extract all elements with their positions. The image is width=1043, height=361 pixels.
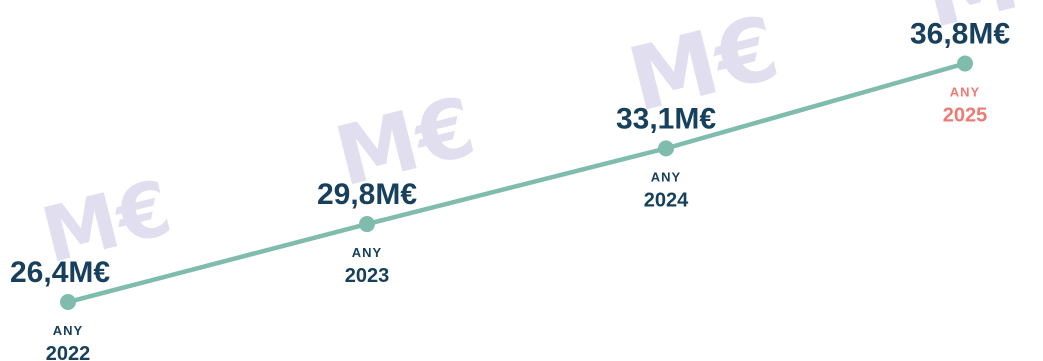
data-point-2022: [60, 294, 76, 311]
data-point-layer: [60, 55, 973, 311]
watermark-layer: M€M€M€M€: [33, 0, 1043, 280]
label-layer: 26,4M€ ANY 2022 29,8M€ ANY 2023 33,1M€ ANY 2024 3…: [10, 18, 1010, 361]
series-line: [65, 61, 968, 305]
data-point-2023: [359, 216, 375, 233]
year-label-2025: 2025: [943, 105, 988, 127]
series-line-layer: [65, 61, 968, 305]
value-label-2022: 26,4M€: [10, 256, 110, 289]
value-label-2023: 29,8M€: [317, 178, 417, 211]
year-prefix-2025: ANY: [950, 85, 980, 100]
year-prefix-2022: ANY: [53, 323, 83, 338]
data-point-2025: [957, 55, 973, 72]
year-prefix-2023: ANY: [352, 245, 382, 260]
year-label-2024: 2024: [644, 189, 689, 211]
year-label-2022: 2022: [46, 343, 91, 361]
value-label-2025: 36,8M€: [910, 18, 1010, 51]
value-label-2024: 33,1M€: [616, 102, 716, 135]
year-prefix-2024: ANY: [651, 169, 681, 184]
year-label-2023: 2023: [345, 265, 390, 287]
data-point-2024: [658, 140, 674, 157]
